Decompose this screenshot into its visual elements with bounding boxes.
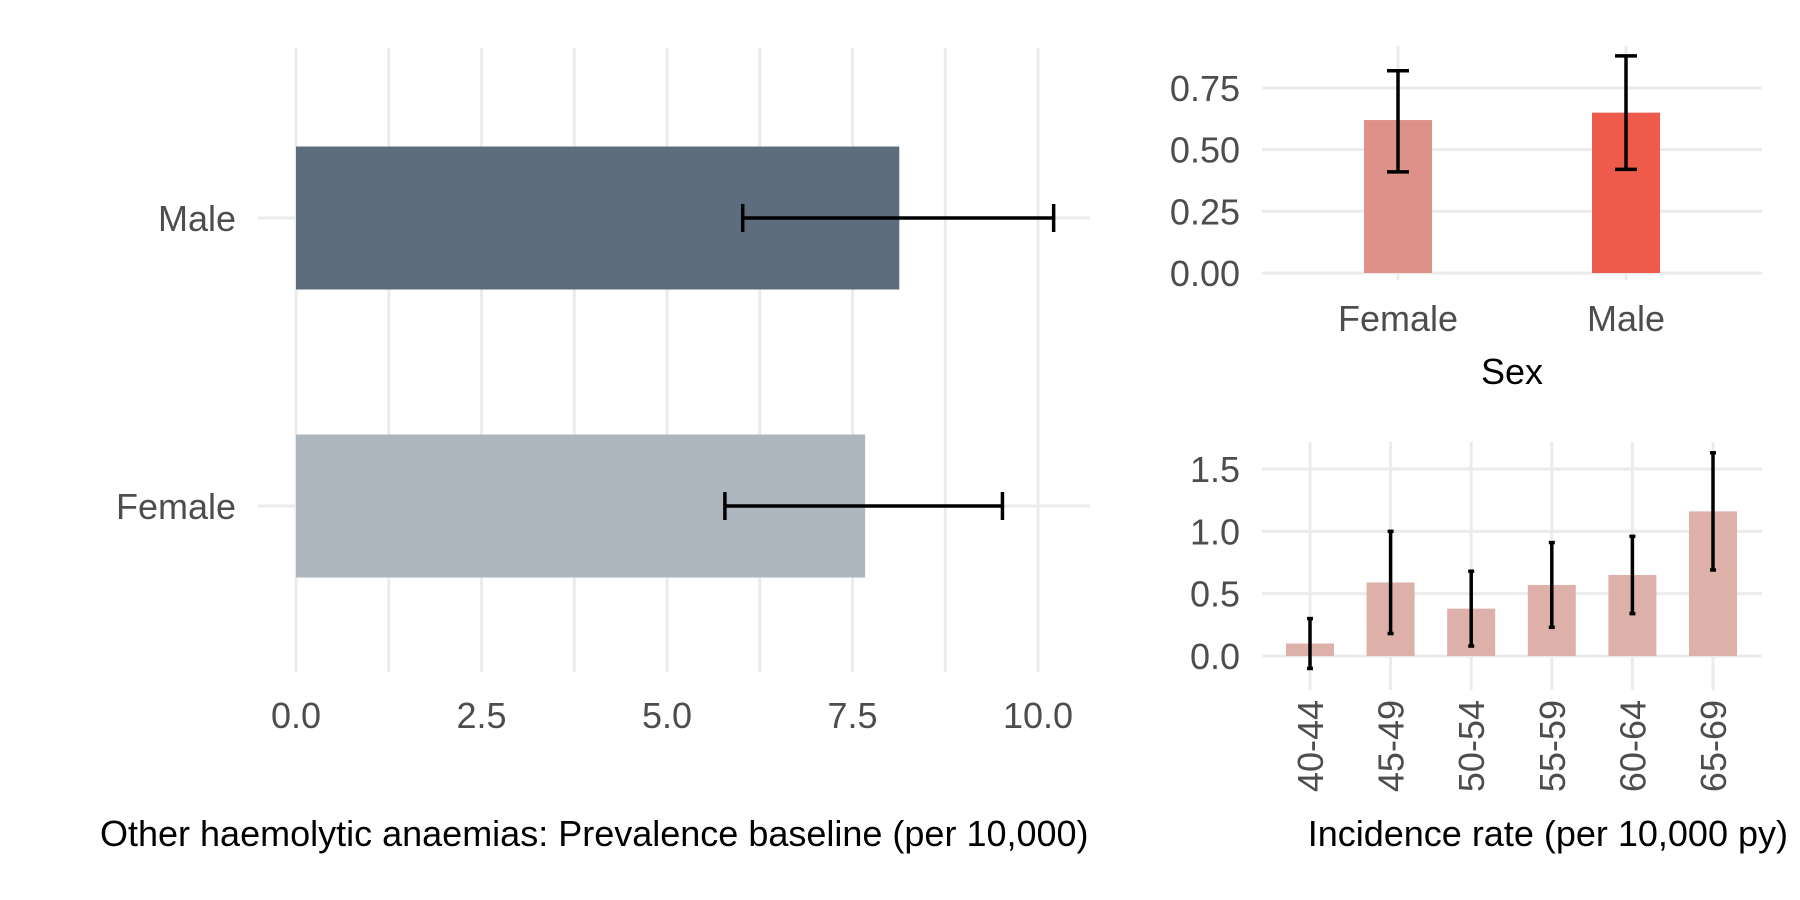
y-tick-label: 0.0 <box>1190 636 1240 677</box>
y-tick-label: 1.0 <box>1190 511 1240 552</box>
x-tick-label: 7.5 <box>828 695 878 736</box>
y-tick-label: 1.5 <box>1190 449 1240 490</box>
x-tick-label: Male <box>1587 298 1665 339</box>
x-axis-title: Incidence rate (per 10,000 py) <box>1308 813 1788 854</box>
x-tick-label: 55-59 <box>1532 700 1573 792</box>
x-tick-label: 0.0 <box>271 695 321 736</box>
y-tick-label: Female <box>116 486 236 527</box>
y-tick-label: 0.00 <box>1170 253 1240 294</box>
x-tick-label: 40-44 <box>1290 700 1331 792</box>
x-tick-label: 65-69 <box>1693 700 1734 792</box>
x-tick-label: Female <box>1338 298 1458 339</box>
x-axis-title: Sex <box>1481 351 1543 392</box>
incidence-sex-panel: 0.00 0.25 0.50 0.75 Female Male Sex <box>1170 46 1762 392</box>
incidence-age-panel: 0.0 0.5 1.0 1.5 40-44 45-49 50-54 55-59 60-64 65-… <box>1190 442 1788 854</box>
prevalence-panel: Male Female 0.0 2.5 5.0 7.5 10.0 Other haemolyt… <box>100 48 1090 854</box>
y-tick-label: 0.75 <box>1170 68 1240 109</box>
x-tick-label: 2.5 <box>456 695 506 736</box>
y-tick-label: 0.5 <box>1190 574 1240 615</box>
x-axis-title: Other haemolytic anaemias: Prevalence ba… <box>100 813 1089 854</box>
x-tick-label: 45-49 <box>1371 700 1412 792</box>
y-tick-label: Male <box>158 198 236 239</box>
x-tick-label: 10.0 <box>1003 695 1073 736</box>
x-tick-label: 50-54 <box>1451 700 1492 792</box>
x-tick-label: 60-64 <box>1612 700 1653 792</box>
x-tick-label: 5.0 <box>642 695 692 736</box>
y-tick-label: 0.25 <box>1170 191 1240 232</box>
y-tick-label: 0.50 <box>1170 130 1240 171</box>
